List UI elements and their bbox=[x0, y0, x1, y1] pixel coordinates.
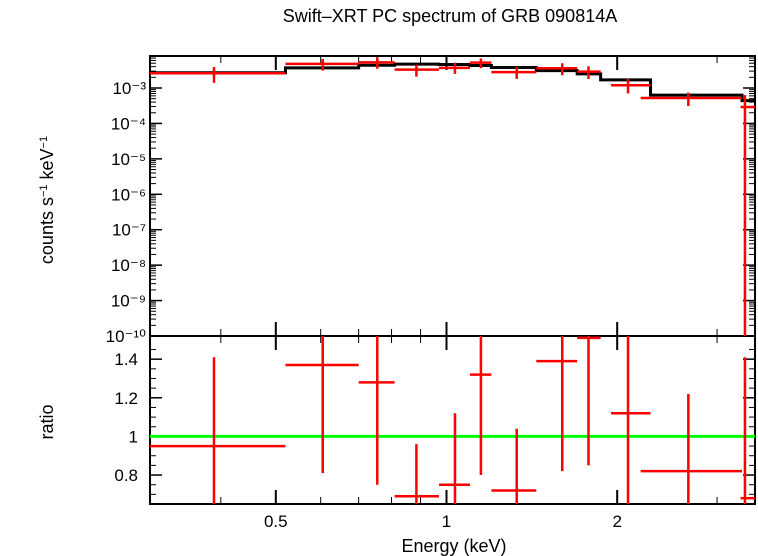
x-tick-label: 2 bbox=[612, 512, 621, 531]
y-axis-label-top: counts s−1 keV−1 bbox=[37, 136, 57, 264]
y-tick-label: 10⁻³ bbox=[112, 79, 146, 98]
ratio-tick-label: 1 bbox=[129, 427, 138, 446]
x-tick-label: 0.5 bbox=[264, 512, 288, 531]
ratio-tick-label: 1.4 bbox=[114, 350, 138, 369]
bottom-axis-ticks: 0.5 1 2 1.4 1.2 1 0.8 bbox=[114, 336, 755, 531]
bottom-panel-frame bbox=[149, 335, 756, 505]
y-tick-label: 10⁻⁹ bbox=[111, 292, 146, 311]
chart-title: Swift–XRT PC spectrum of GRB 090814A bbox=[283, 6, 618, 26]
y-tick-label: 10⁻⁵ bbox=[111, 150, 146, 169]
y-tick-label: 10⁻⁸ bbox=[111, 256, 146, 275]
y-tick-label: 10⁻⁴ bbox=[111, 114, 146, 133]
model-step-path bbox=[150, 62, 755, 103]
ratio-tick-label: 1.2 bbox=[114, 389, 138, 408]
x-tick-label: 1 bbox=[442, 512, 451, 531]
model-step-line bbox=[150, 62, 755, 103]
x-axis-label: Energy (keV) bbox=[401, 536, 506, 556]
y-tick-label: 10⁻¹⁰ bbox=[106, 327, 147, 346]
y-axis-label-bottom: ratio bbox=[37, 404, 57, 439]
ratio-data-points bbox=[150, 336, 755, 504]
y-tick-label: 10⁻⁶ bbox=[111, 185, 146, 204]
y-tick-label: 10⁻⁷ bbox=[112, 221, 146, 240]
top-axis-ticks: 10⁻³ 10⁻⁴ 10⁻⁵ 10⁻⁶ 10⁻⁷ 10⁻⁸ 10⁻⁹ 10⁻¹⁰ bbox=[106, 56, 755, 346]
spectrum-data-points bbox=[150, 57, 755, 336]
ratio-tick-label: 0.8 bbox=[114, 466, 138, 485]
